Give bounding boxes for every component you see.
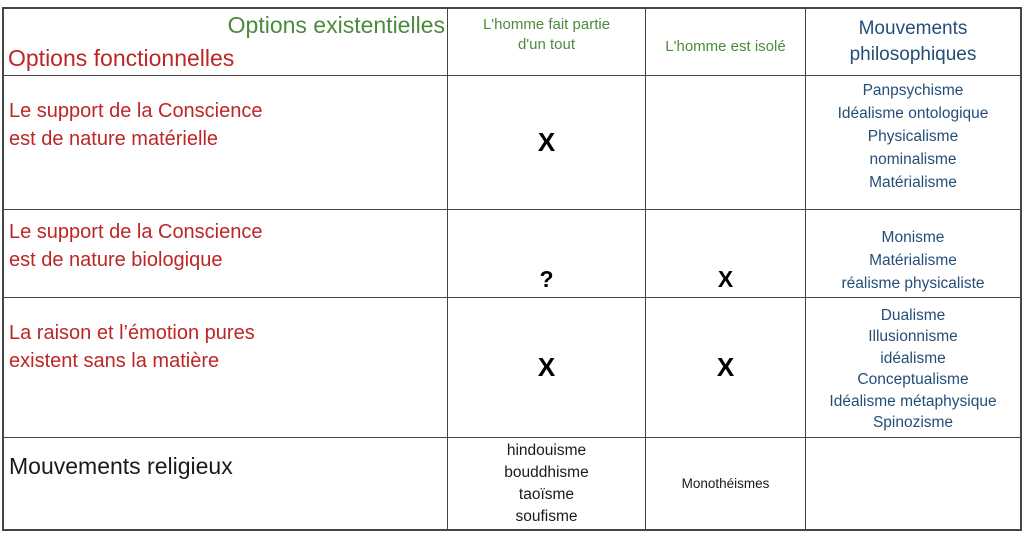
- mark-row2-isolated: X: [646, 210, 806, 298]
- row-label-nature-biologique: Le support de la Conscience est de natur…: [4, 210, 448, 298]
- column-header-isolated: L'homme est isolé: [646, 9, 806, 76]
- options-matrix-table: Options existentielles Options fonctionn…: [2, 7, 1022, 531]
- mark-row2-part-of-whole: ?: [448, 210, 646, 298]
- existential-options-label: Options existentielles: [227, 12, 445, 38]
- religions-isolated: Monothéismes: [646, 438, 806, 529]
- column-header-philosophical-movements: Mouvements philosophiques: [806, 9, 1020, 76]
- philosophies-row2: Monisme Matérialisme réalisme physicalis…: [806, 210, 1020, 298]
- functional-options-label: Options fonctionnelles: [8, 45, 235, 71]
- corner-header-cell: Options existentielles Options fonctionn…: [4, 9, 448, 76]
- mark-row3-part-of-whole: X: [448, 298, 646, 438]
- mark-row1-isolated: [646, 76, 806, 210]
- row-label-raison-emotion: La raison et l’émotion pures existent sa…: [4, 298, 448, 438]
- religions-part-of-whole: hindouisme bouddhisme taoïsme soufisme: [448, 438, 646, 529]
- philosophies-row1: Panpsychisme Idéalisme ontologique Physi…: [806, 76, 1020, 210]
- religious-philosophies-empty-cell: [806, 438, 1020, 529]
- row-label-mouvements-religieux: Mouvements religieux: [4, 438, 448, 529]
- philosophies-row3: Dualisme Illusionnisme idéalisme Concept…: [806, 298, 1020, 438]
- row-label-nature-materielle: Le support de la Conscience est de natur…: [4, 76, 448, 210]
- mark-row1-part-of-whole: X: [448, 76, 646, 210]
- column-header-part-of-whole: L'homme fait partie d'un tout: [448, 9, 646, 76]
- mark-row3-isolated: X: [646, 298, 806, 438]
